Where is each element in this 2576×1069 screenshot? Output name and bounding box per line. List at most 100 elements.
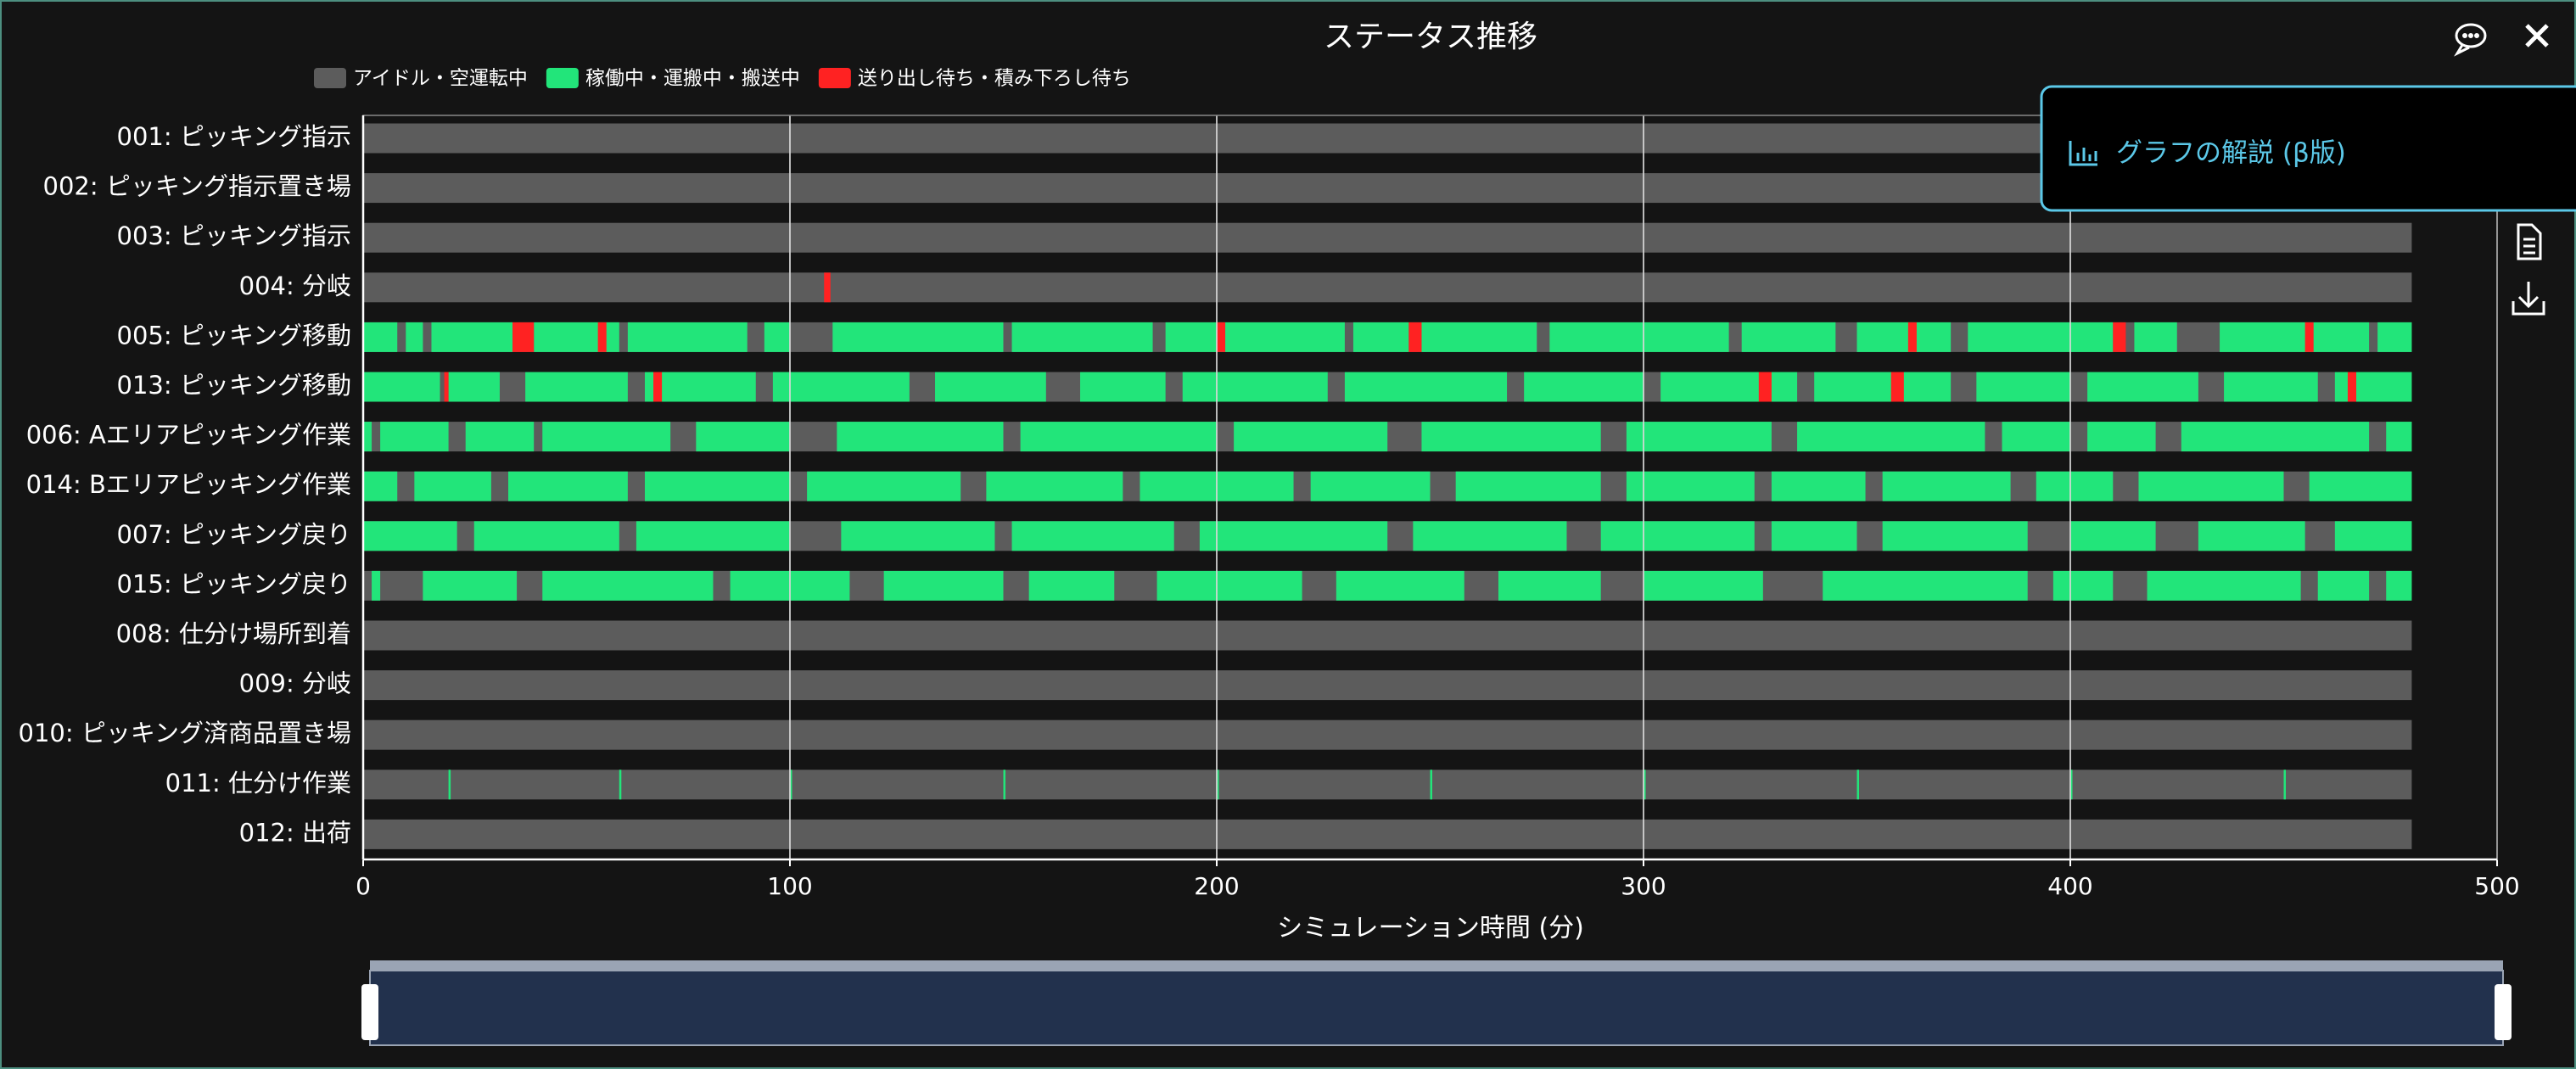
status-segment: [1600, 521, 1755, 551]
x-tick-label: 300: [1621, 872, 1666, 900]
bars: [363, 123, 2412, 849]
y-tick-label: 008: 仕分け場所到着: [116, 619, 351, 648]
y-tick-label: 010: ピッキング済商品置き場: [19, 719, 351, 747]
document-icon[interactable]: [2517, 223, 2542, 260]
y-tick-label: 007: ピッキング戻り: [117, 520, 351, 549]
status-segment: [2220, 322, 2370, 352]
status-segment: [1080, 372, 1166, 402]
status-segment: [473, 521, 619, 551]
status-segment: [1430, 770, 1433, 800]
y-tick-label: 009: 分岐: [239, 669, 351, 698]
status-segment: [2347, 372, 2357, 402]
legend-label: 稼働中・運搬中・搬送中: [585, 68, 800, 90]
status-segment: [1907, 322, 1917, 352]
status-segment: [619, 770, 622, 800]
status-segment: [696, 422, 790, 452]
status-segment: [414, 471, 491, 501]
legend-swatch: [314, 68, 346, 88]
status-segment: [824, 272, 831, 303]
status-segment: [448, 372, 500, 402]
status-segment: [448, 770, 451, 800]
status-segment: [2386, 570, 2412, 601]
status-segment: [363, 719, 2412, 750]
status-segment: [807, 471, 961, 501]
status-segment: [1020, 422, 1217, 452]
status-segment: [1182, 372, 1328, 402]
y-tick-label: 012: 出荷: [239, 818, 351, 847]
panel-button[interactable]: グラフの解説 (β版): [2116, 138, 2346, 169]
status-segment: [1644, 770, 1646, 800]
toolbar: [2454, 23, 2549, 316]
status-segment: [644, 471, 790, 501]
status-segment: [406, 322, 423, 352]
status-segment: [1421, 422, 1601, 452]
status-segment: [2304, 322, 2314, 352]
status-segment: [1814, 372, 1952, 402]
status-segment: [1217, 322, 1226, 352]
status-segment: [2070, 770, 2073, 800]
x-tick-label: 500: [2474, 872, 2519, 900]
status-segment: [444, 372, 449, 402]
status-segment: [935, 372, 1046, 402]
status-segment: [525, 372, 628, 402]
download-icon[interactable]: [2512, 282, 2545, 316]
status-segment: [627, 322, 748, 352]
legend-swatch: [546, 68, 579, 88]
status-segment: [1741, 322, 1836, 352]
status-segment: [363, 670, 2412, 701]
status-segment: [2113, 322, 2126, 352]
status-segment: [363, 620, 2412, 651]
status-segment: [832, 322, 1004, 352]
legend-swatch: [818, 68, 851, 88]
comment-icon[interactable]: [2454, 23, 2487, 57]
status-segment: [1498, 570, 1601, 601]
status-segment: [1165, 322, 1345, 352]
status-segment: [1336, 570, 1464, 601]
status-segment: [2283, 770, 2287, 800]
status-segment: [2224, 372, 2318, 402]
close-icon[interactable]: [2525, 24, 2549, 48]
y-tick-label: 005: ピッキング移動: [117, 321, 351, 350]
status-segment: [363, 222, 2412, 253]
slider-track: [370, 960, 2503, 971]
status-segment: [2138, 471, 2284, 501]
status-segment: [1344, 372, 1508, 402]
status-segment: [363, 521, 457, 551]
status-segment: [380, 422, 449, 452]
status-segment: [1011, 521, 1174, 551]
chart-title: ステータス推移: [1324, 20, 1537, 54]
status-segment: [1408, 322, 1422, 352]
legend-label: 送り出し待ち・積み下ろし待ち: [858, 68, 1131, 90]
legend-label: アイドル・空運転中: [353, 68, 528, 90]
y-tick-label: 004: 分岐: [239, 271, 351, 300]
status-segment: [1549, 322, 1729, 352]
status-segment: [423, 570, 518, 601]
zoom-slider[interactable]: [361, 960, 2512, 1046]
x-tick-label: 200: [1194, 872, 1239, 900]
explain-panel[interactable]: グラフの解説 (β版): [2040, 85, 2576, 212]
y-tick-label: 006: Aエリアピッキング作業: [26, 421, 351, 450]
y-tick-label: 015: ピッキング戻り: [117, 569, 351, 598]
status-segment: [1352, 322, 1409, 352]
status-segment: [2036, 471, 2114, 501]
panel-box[interactable]: [2040, 85, 2576, 212]
status-segment: [465, 422, 535, 452]
status-segment: [1217, 770, 1219, 800]
slider-handle[interactable]: [361, 984, 378, 1040]
x-tick-label: 400: [2047, 872, 2092, 900]
status-segment: [363, 819, 2412, 849]
slider-handle[interactable]: [2495, 984, 2512, 1040]
status-segment: [1797, 422, 1985, 452]
status-segment: [772, 372, 910, 402]
status-segment: [1156, 570, 1302, 601]
status-segment: [1758, 372, 1772, 402]
status-segment: [1890, 372, 1904, 402]
slider-window[interactable]: [369, 970, 2504, 1046]
status-segment: [2181, 422, 2370, 452]
status-segment: [2334, 372, 2412, 402]
status-segment: [2386, 422, 2412, 452]
status-segment: [2147, 570, 2301, 601]
status-segment: [1968, 322, 2114, 352]
status-segment: [2087, 372, 2198, 402]
